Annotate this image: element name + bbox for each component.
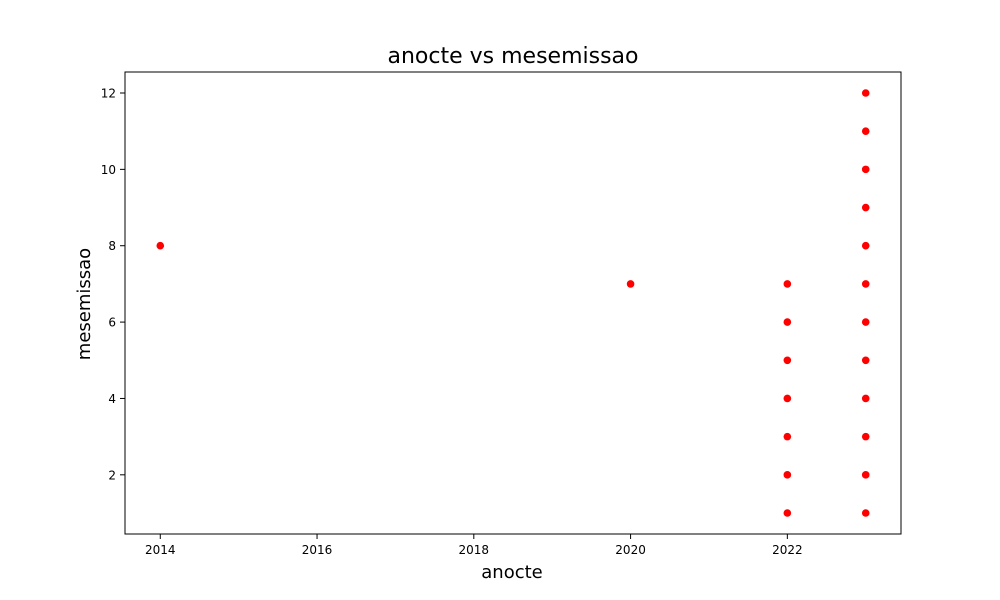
chart-title: anocte vs mesemissao: [388, 44, 639, 69]
data-point: [783, 432, 792, 441]
data-point: [783, 394, 792, 403]
data-point: [861, 318, 870, 326]
y-tick-label: 10: [101, 163, 116, 177]
data-point: [783, 356, 792, 365]
data-point: [861, 280, 870, 288]
x-tick-label: 2016: [302, 543, 333, 557]
data-point: [861, 432, 870, 441]
data-point: [861, 471, 870, 479]
x-tick-label: 2018: [459, 543, 490, 557]
data-point: [783, 471, 792, 479]
plot-area: [124, 71, 902, 535]
data-point: [783, 509, 792, 517]
x-tick-label: 2014: [145, 543, 176, 557]
y-tick-label: 12: [101, 87, 116, 101]
data-point: [626, 280, 635, 288]
data-point: [861, 165, 870, 174]
y-tick-label: 4: [108, 392, 116, 406]
y-tick-label: 8: [108, 239, 116, 253]
data-point: [861, 127, 870, 135]
x-tick-label: 2022: [772, 543, 803, 557]
data-point: [156, 241, 165, 250]
data-point: [783, 280, 792, 288]
data-point: [861, 241, 870, 250]
y-axis: 2 4 6 8 10 12: [101, 87, 125, 482]
y-tick-label: 6: [108, 316, 116, 330]
x-axis-title: anocte: [481, 562, 542, 583]
data-point: [783, 318, 792, 326]
x-axis: 2014 2016 2018 2020 2022: [145, 534, 803, 557]
data-points: [156, 89, 870, 517]
y-axis-title: mesemissao: [74, 248, 95, 360]
y-tick-label: 2: [108, 468, 116, 482]
data-point: [861, 356, 870, 365]
x-tick-label: 2020: [615, 543, 646, 557]
data-point: [861, 89, 870, 97]
data-point: [861, 203, 870, 212]
data-point: [861, 509, 870, 517]
data-point: [861, 394, 870, 403]
